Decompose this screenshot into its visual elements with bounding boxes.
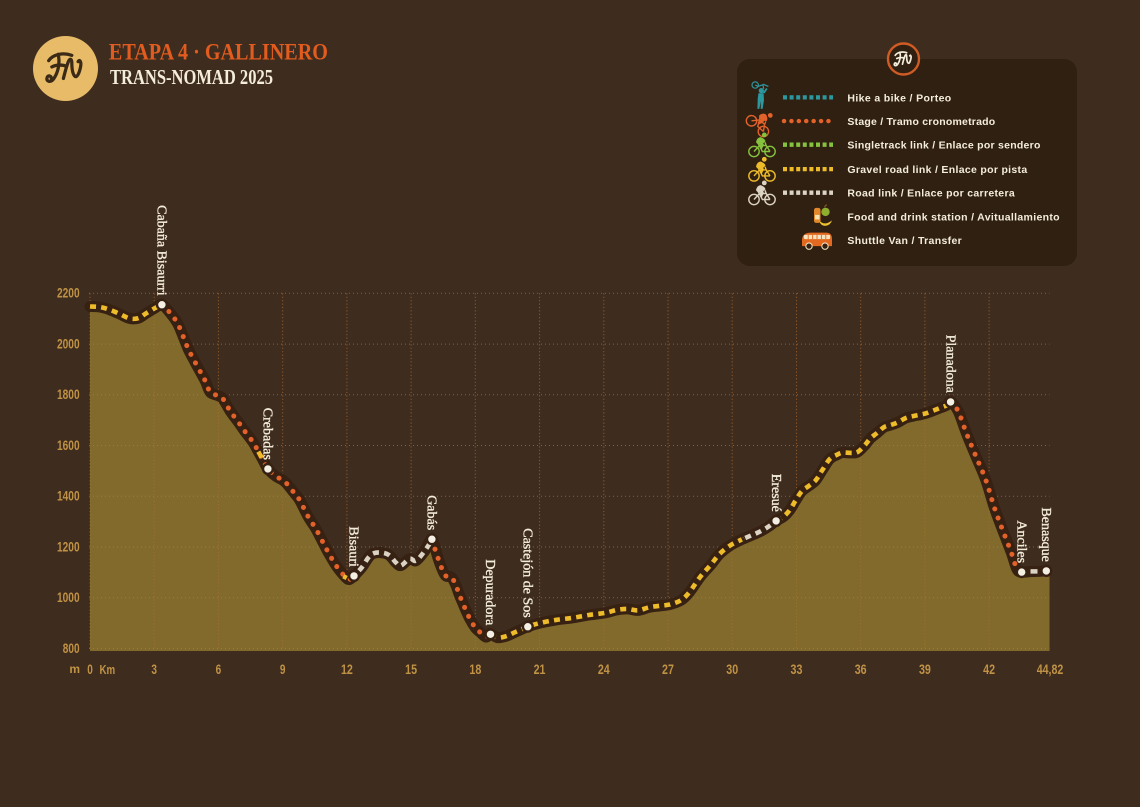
svg-text:33: 33 [791, 662, 803, 677]
svg-text:44,82: 44,82 [1037, 662, 1064, 677]
svg-text:21: 21 [534, 662, 546, 677]
svg-text:2000: 2000 [57, 336, 80, 351]
svg-text:1200: 1200 [57, 539, 80, 554]
svg-text:Planadona: Planadona [942, 335, 957, 394]
svg-text:Depuradora: Depuradora [482, 559, 497, 626]
svg-text:Road link / Enlace por carrete: Road link / Enlace por carretera [847, 188, 1014, 200]
svg-text:Food and drink station / Avitu: Food and drink station / Avituallamiento [847, 211, 1059, 223]
svg-text:Gabás: Gabás [424, 495, 439, 530]
svg-text:15: 15 [405, 662, 417, 677]
svg-text:Cabaña Bisaurri: Cabaña Bisaurri [154, 205, 169, 296]
svg-text:Crebadas: Crebadas [260, 408, 275, 460]
svg-text:Eresué: Eresué [768, 474, 783, 512]
svg-text:27: 27 [662, 662, 674, 677]
svg-text:0: 0 [87, 662, 93, 677]
svg-text:1000: 1000 [57, 590, 80, 605]
svg-text:1400: 1400 [57, 489, 80, 504]
svg-text:TRANS-NOMAD 2025: TRANS-NOMAD 2025 [110, 65, 273, 89]
svg-text:Singletrack link / Enlace por: Singletrack link / Enlace por sendero [847, 140, 1040, 152]
svg-text:24: 24 [598, 662, 610, 677]
svg-text:18: 18 [469, 662, 481, 677]
svg-text:Castejón de Sos: Castejón de Sos [520, 528, 535, 617]
svg-text:30: 30 [726, 662, 738, 677]
svg-text:6: 6 [216, 662, 222, 677]
svg-text:Stage / Tramo cronometrado: Stage / Tramo cronometrado [847, 116, 995, 128]
svg-text:Benasque: Benasque [1038, 507, 1053, 561]
svg-text:Shuttle Van / Transfer: Shuttle Van / Transfer [847, 235, 961, 247]
svg-text:1600: 1600 [57, 438, 80, 453]
svg-text:42: 42 [983, 662, 995, 677]
svg-text:Km: Km [100, 662, 116, 677]
svg-text:800: 800 [63, 641, 80, 656]
svg-text:36: 36 [855, 662, 867, 677]
svg-text:Gravel road link / Enlace por: Gravel road link / Enlace por pista [847, 164, 1027, 176]
svg-text:Bisauri: Bisauri [346, 526, 361, 567]
svg-text:2200: 2200 [57, 286, 80, 301]
svg-text:1800: 1800 [57, 387, 80, 402]
svg-text:ETAPA 4 · GALLINERO: ETAPA 4 · GALLINERO [109, 40, 328, 66]
svg-text:Anciles: Anciles [1013, 520, 1028, 563]
svg-text:m: m [69, 662, 80, 676]
svg-text:Hike a bike / Porteo: Hike a bike / Porteo [847, 92, 951, 104]
svg-text:9: 9 [280, 662, 286, 677]
svg-text:12: 12 [341, 662, 353, 677]
svg-text:3: 3 [151, 662, 157, 677]
svg-text:39: 39 [919, 662, 931, 677]
